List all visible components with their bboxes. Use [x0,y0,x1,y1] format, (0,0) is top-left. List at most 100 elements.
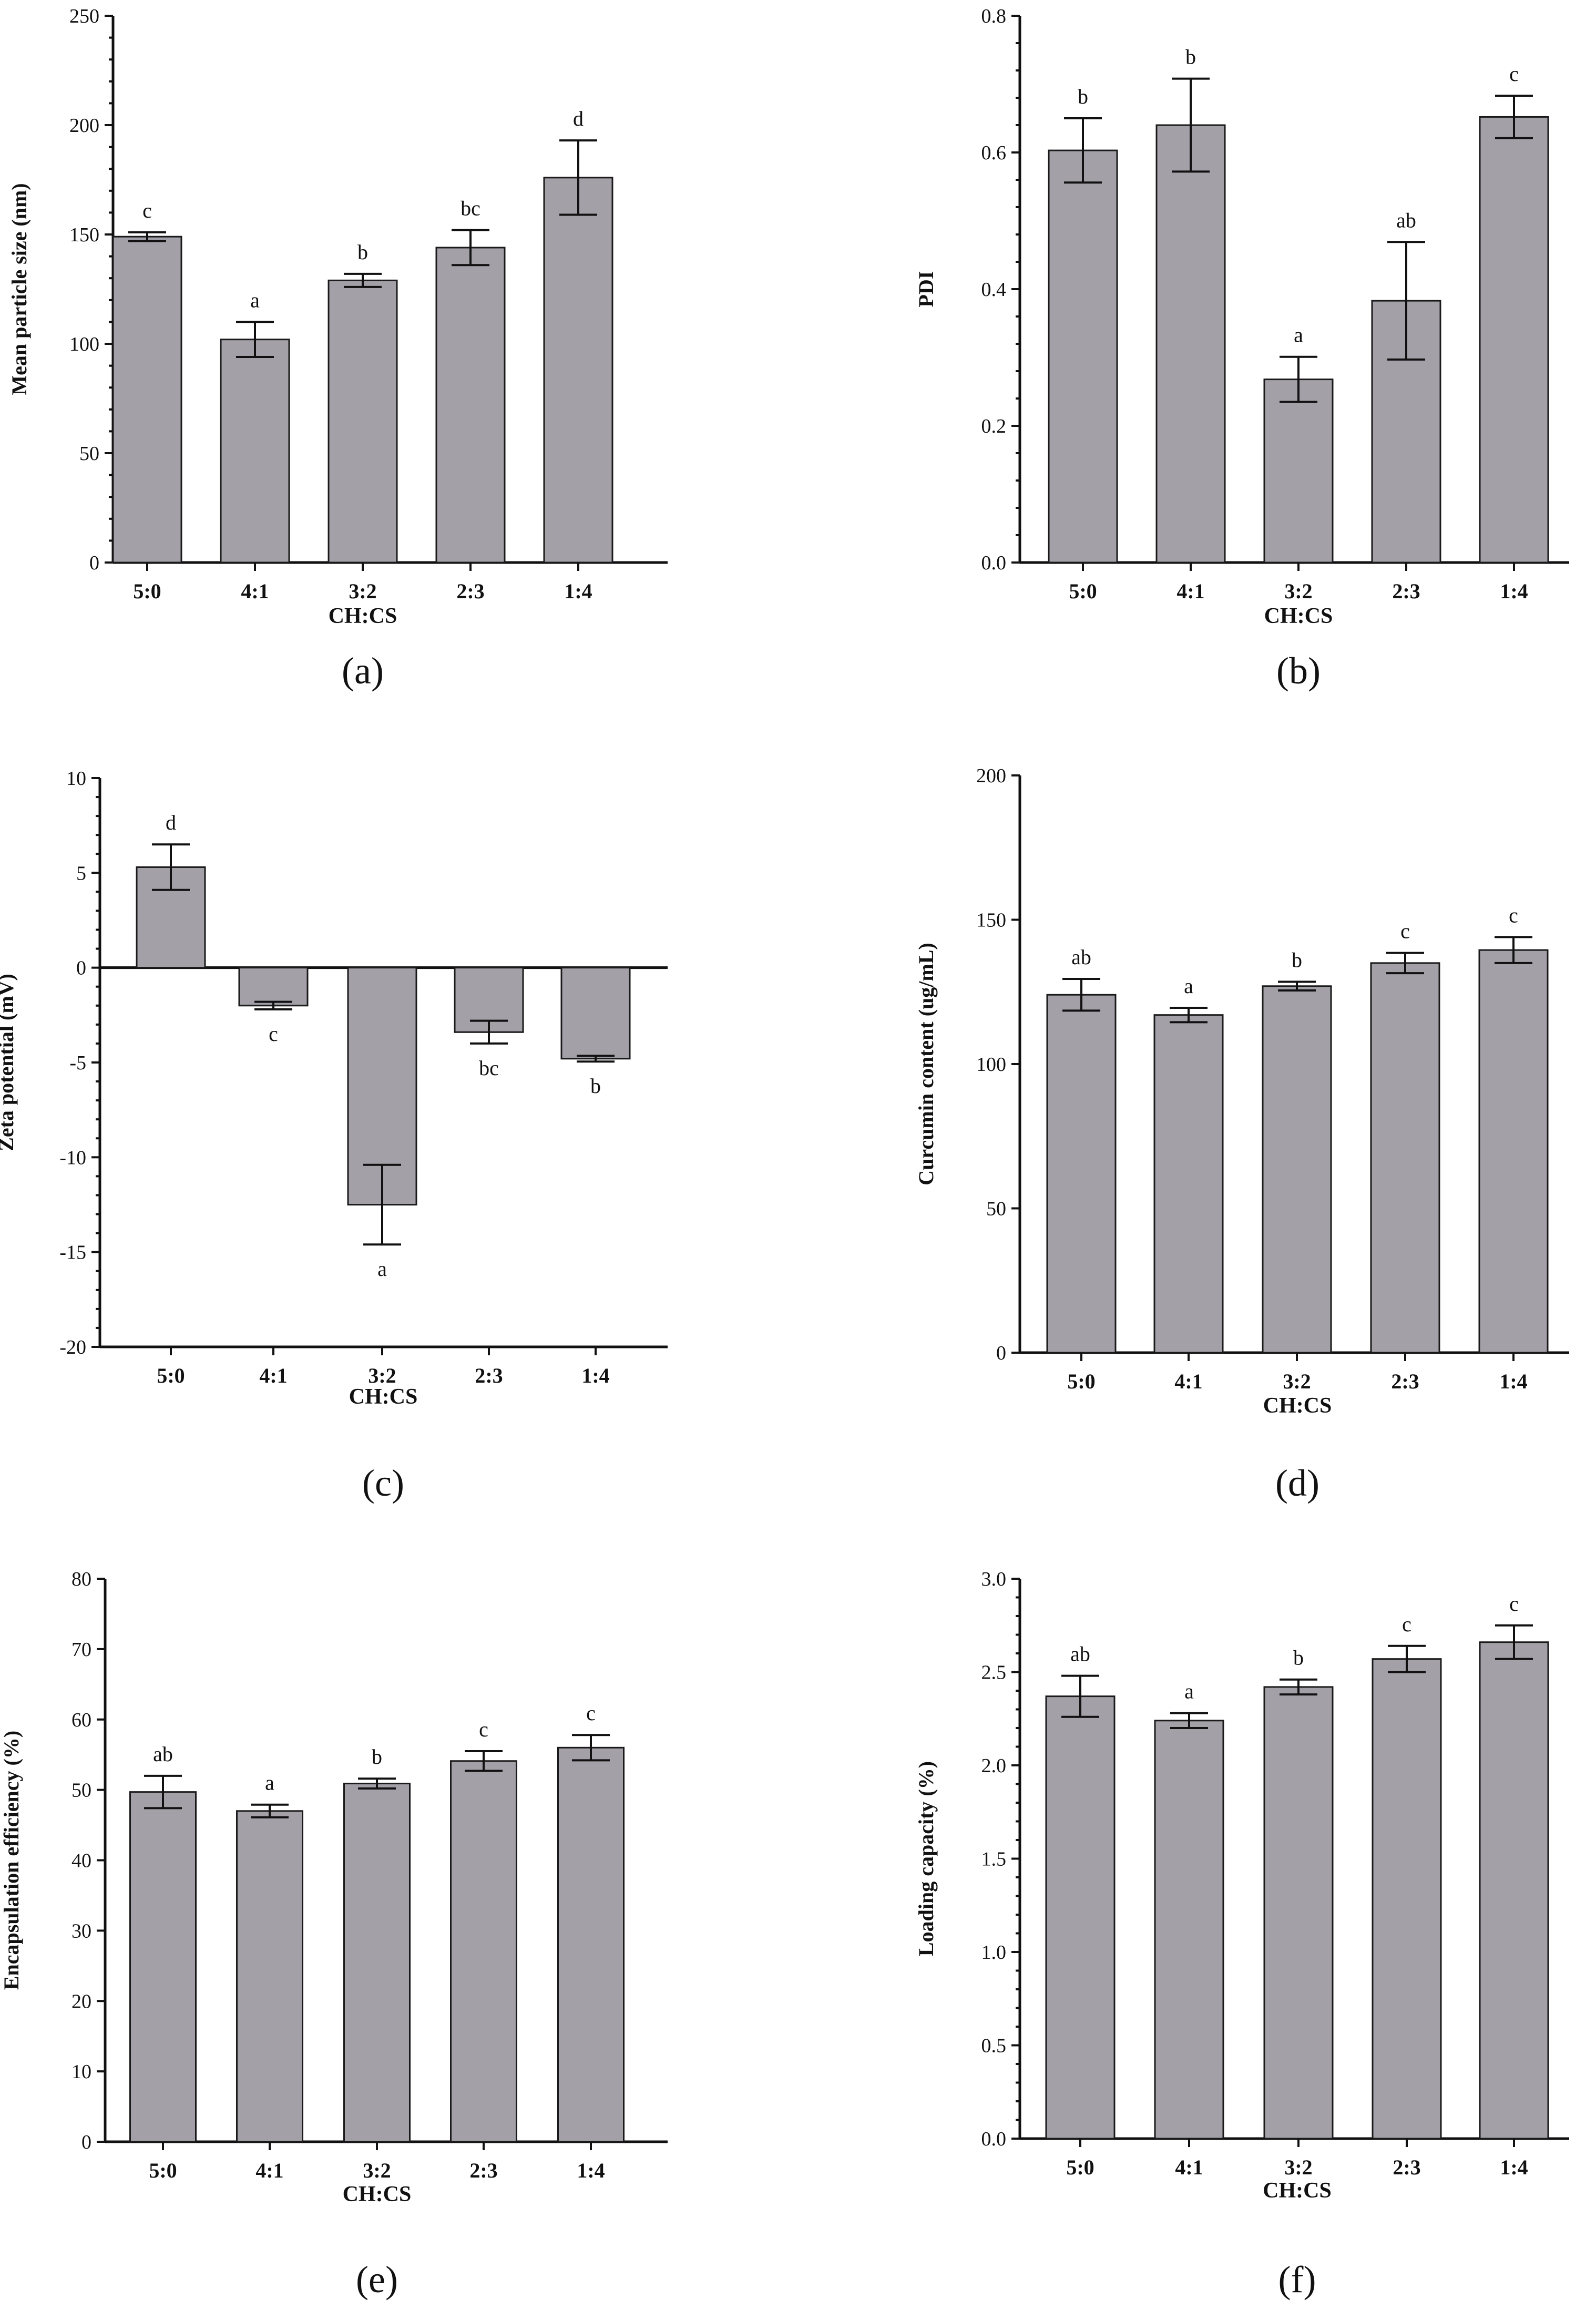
y-tick-label-f-2: 1.0 [981,1941,1007,1964]
panel-caption-c: (c) [362,1462,404,1504]
bar-f-3 [1372,1658,1442,2140]
bar-d-2 [1262,985,1332,1354]
significance-label-d-0: ab [1071,945,1091,969]
y-axis-label-d: Curcumin content (ug/mL) [914,943,938,1185]
x-tick-label-d-2: 3:2 [1283,1369,1311,1393]
y-tick-label-d-0: 0 [996,1342,1006,1364]
bar-b-1 [1155,124,1226,564]
y-tick-label-c-1: -15 [59,1242,86,1264]
significance-label-d-3: c [1400,919,1410,943]
significance-label-e-2: b [372,1745,382,1769]
significance-label-a-0: c [142,199,152,222]
y-tick-label-e-7: 70 [71,1639,91,1661]
y-tick-label-b-3: 0.6 [981,142,1007,164]
chart-panel-b: 0.0 0.2 0.4 0.6 0.8 PDI b 5:0 b 4:1 a 3:2 ab 2:3 c 1:4 C… [914,5,1569,692]
y-tick-label-f-6: 3.0 [981,1568,1007,1590]
y-axis-label-e: Encapsulation efficiency (%) [0,1731,23,1990]
x-tick-label-f-2: 3:2 [1284,2155,1312,2179]
significance-label-c-2: a [377,1257,387,1281]
y-tick-label-e-0: 0 [81,2131,91,2153]
bar-a-1 [220,339,290,564]
y-tick-label-b-2: 0.4 [981,279,1007,301]
x-tick-label-f-3: 2:3 [1393,2155,1420,2179]
significance-label-a-4: d [573,107,584,130]
significance-label-f-4: c [1509,1592,1519,1616]
x-tick-label-b-1: 4:1 [1176,579,1204,603]
x-tick-label-e-4: 1:4 [577,2159,605,2182]
significance-label-c-3: bc [479,1056,499,1080]
x-tick-label-b-3: 2:3 [1392,579,1420,603]
significance-label-f-3: c [1402,1612,1411,1636]
y-tick-label-f-0: 0.0 [981,2128,1007,2150]
bar-e-3 [450,1760,517,2143]
significance-label-f-0: ab [1070,1642,1090,1666]
x-tick-label-c-1: 4:1 [259,1364,287,1387]
y-tick-label-c-2: -10 [59,1147,86,1169]
y-tick-label-f-4: 2.0 [981,1755,1007,1777]
bar-d-3 [1370,962,1440,1354]
x-tick-label-a-4: 1:4 [564,579,592,603]
significance-label-d-1: a [1184,974,1193,998]
y-tick-label-a-2: 100 [69,333,99,355]
x-tick-label-b-0: 5:0 [1069,579,1097,603]
bar-e-4 [557,1746,625,2143]
significance-label-c-4: b [590,1074,601,1098]
bar-c-1 [238,967,309,1007]
y-tick-label-e-4: 40 [71,1850,91,1872]
y-tick-label-a-3: 150 [69,224,99,246]
x-tick-label-b-2: 3:2 [1284,579,1312,603]
x-tick-label-f-0: 5:0 [1066,2155,1094,2179]
x-axis-label-c: CH:CS [349,1385,418,1409]
y-tick-label-a-1: 50 [79,443,99,465]
x-tick-label-e-1: 4:1 [255,2159,283,2182]
x-tick-label-a-0: 5:0 [133,579,161,603]
x-tick-label-c-4: 1:4 [581,1364,609,1387]
bar-d-4 [1478,949,1549,1354]
bar-b-4 [1479,116,1549,564]
significance-label-b-4: c [1509,62,1519,86]
significance-label-a-2: b [357,240,368,264]
x-tick-label-c-0: 5:0 [157,1364,185,1387]
significance-label-c-1: c [269,1022,278,1046]
significance-label-b-3: ab [1396,208,1416,232]
panel-caption-b: (b) [1276,650,1321,692]
x-axis-label-d: CH:CS [1263,1394,1332,1418]
significance-label-e-0: ab [153,1742,173,1766]
y-tick-label-a-4: 200 [69,115,99,137]
x-tick-label-a-1: 4:1 [241,579,269,603]
bar-c-4 [560,967,631,1060]
x-tick-label-a-3: 2:3 [456,579,484,603]
bar-f-2 [1263,1686,1334,2140]
bar-a-4 [543,177,613,564]
y-tick-label-c-4: 0 [76,957,86,979]
significance-label-a-3: bc [461,197,480,220]
y-axis-label-c: Zeta potential (mV) [0,974,18,1151]
y-tick-label-a-5: 250 [69,5,99,27]
y-tick-label-b-4: 0.8 [981,5,1007,27]
y-tick-label-c-5: 5 [76,862,86,884]
bar-f-1 [1154,1720,1224,2140]
x-tick-label-b-4: 1:4 [1500,579,1528,603]
significance-label-b-1: b [1185,45,1196,69]
significance-label-b-0: b [1078,85,1088,108]
chart-panel-c: -20 -15 -10 -5 0 5 10 Zeta potential (mV) d 5:0 c 4… [0,768,668,1504]
bar-e-1 [236,1810,303,2143]
significance-label-f-2: b [1293,1646,1304,1670]
bar-a-3 [435,247,506,564]
y-tick-label-c-0: -20 [59,1336,86,1358]
y-tick-label-f-3: 1.5 [981,1848,1007,1871]
x-tick-label-d-1: 4:1 [1174,1369,1202,1393]
y-tick-label-c-6: 10 [66,768,86,790]
y-axis-label-a: Mean particle size (nm) [7,183,31,395]
panel-caption-f: (f) [1278,2258,1316,2301]
significance-label-c-0: d [166,811,176,834]
x-axis-label-e: CH:CS [343,2182,412,2206]
y-tick-label-a-0: 0 [89,552,99,574]
significance-label-b-2: a [1294,323,1303,347]
x-tick-label-f-4: 1:4 [1500,2155,1528,2179]
significance-label-e-4: c [586,1701,596,1725]
y-axis-label-b: PDI [914,271,938,308]
bar-e-2 [343,1783,411,2143]
